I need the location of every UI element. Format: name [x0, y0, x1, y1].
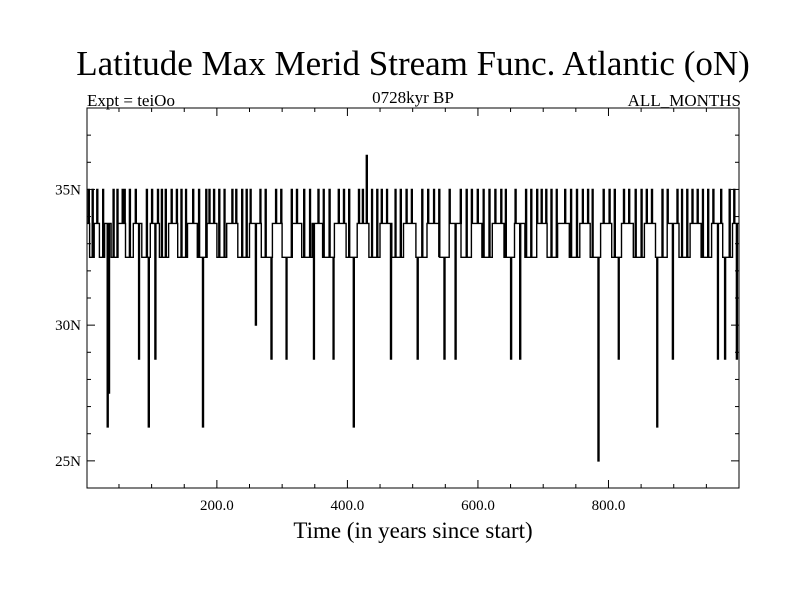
x-tick-label: 400.0: [331, 498, 365, 514]
experiment-label: Expt = teiOo: [87, 91, 175, 110]
y-tick-label: 35N: [55, 182, 81, 198]
x-tick-label: 200.0: [200, 498, 234, 514]
axis-ticks: [87, 107, 739, 489]
series-line: [87, 154, 739, 462]
period-label: 0728kyr BP: [372, 88, 454, 107]
y-tick-label: 30N: [55, 318, 81, 334]
plot-frame: [86, 107, 740, 489]
chart-title: Latitude Max Merid Stream Func. Atlantic…: [76, 44, 750, 83]
x-axis-label: Time (in years since start): [293, 518, 533, 543]
months-label: ALL_MONTHS: [627, 91, 741, 110]
axis-tick-labels: 200.0 400.0 600.0 800.0 25N 30N 35N: [55, 182, 625, 514]
x-tick-label: 600.0: [461, 498, 495, 514]
y-tick-label: 25N: [55, 454, 81, 470]
x-tick-label: 800.0: [592, 498, 626, 514]
